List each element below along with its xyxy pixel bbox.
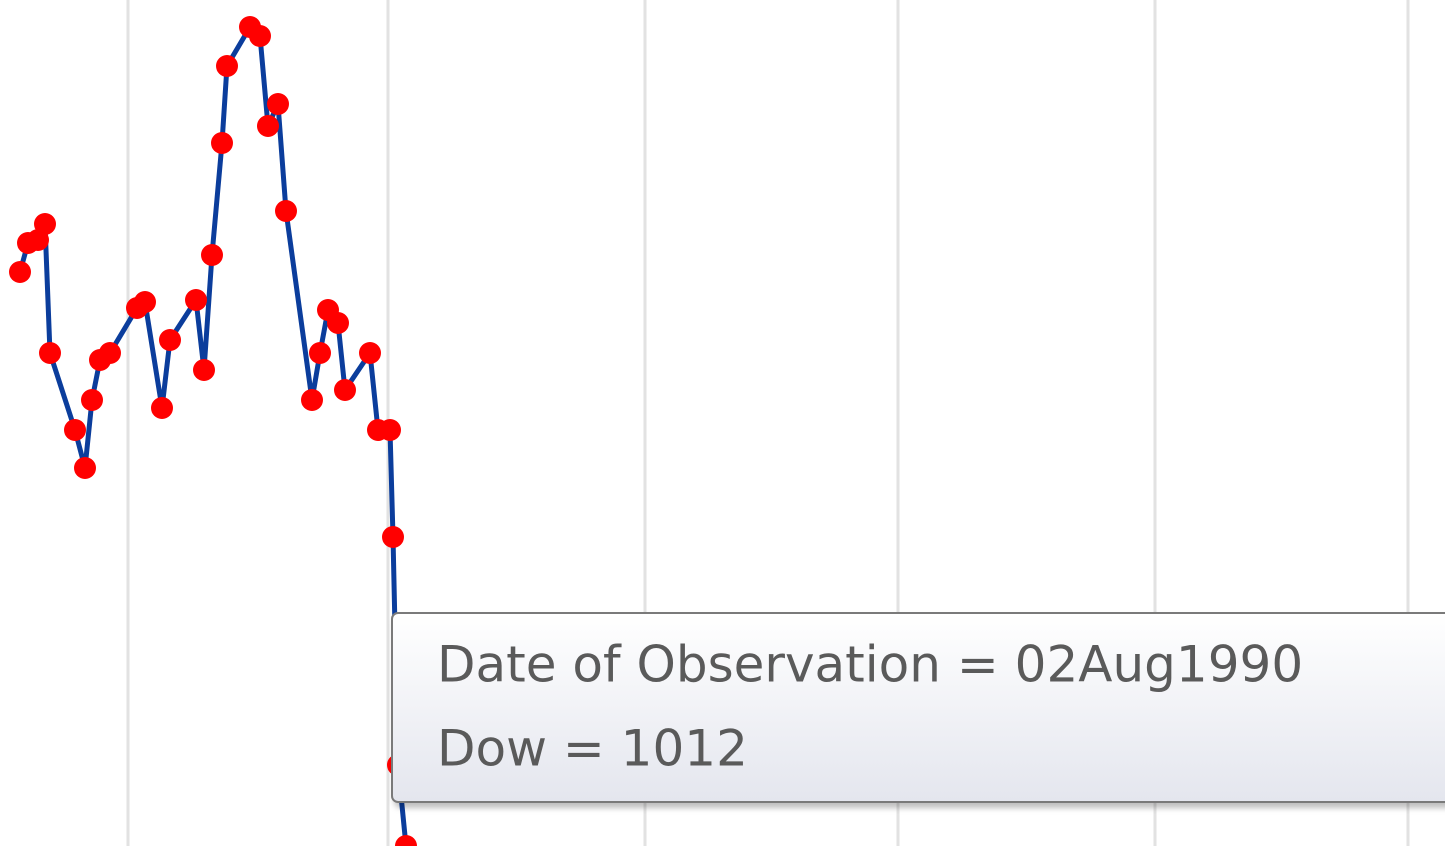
marker [327, 312, 349, 334]
marker [74, 457, 96, 479]
marker [81, 389, 103, 411]
marker [275, 200, 297, 222]
marker [134, 291, 156, 313]
marker [34, 213, 56, 235]
marker [9, 261, 31, 283]
marker [267, 93, 289, 115]
marker [309, 342, 331, 364]
marker [159, 329, 181, 351]
tooltip: Date of Observation = 02Aug1990 Dow = 10… [391, 612, 1445, 803]
marker [201, 244, 223, 266]
marker [379, 419, 401, 441]
marker [211, 132, 233, 154]
marker [193, 359, 215, 381]
marker [216, 55, 238, 77]
marker [382, 526, 404, 548]
tooltip-line: Date of Observation = 02Aug1990 [437, 636, 1303, 694]
grid [126, 0, 1410, 846]
marker [301, 389, 323, 411]
marker [151, 397, 173, 419]
marker [359, 342, 381, 364]
marker [185, 289, 207, 311]
marker [334, 379, 356, 401]
marker [249, 25, 271, 47]
marker [64, 419, 86, 441]
marker [39, 342, 61, 364]
marker [99, 342, 121, 364]
marker [395, 835, 417, 846]
tooltip-line: Dow = 1012 [437, 720, 748, 778]
marker [257, 115, 279, 137]
plot [9, 16, 417, 846]
tooltip-box [391, 612, 1445, 803]
